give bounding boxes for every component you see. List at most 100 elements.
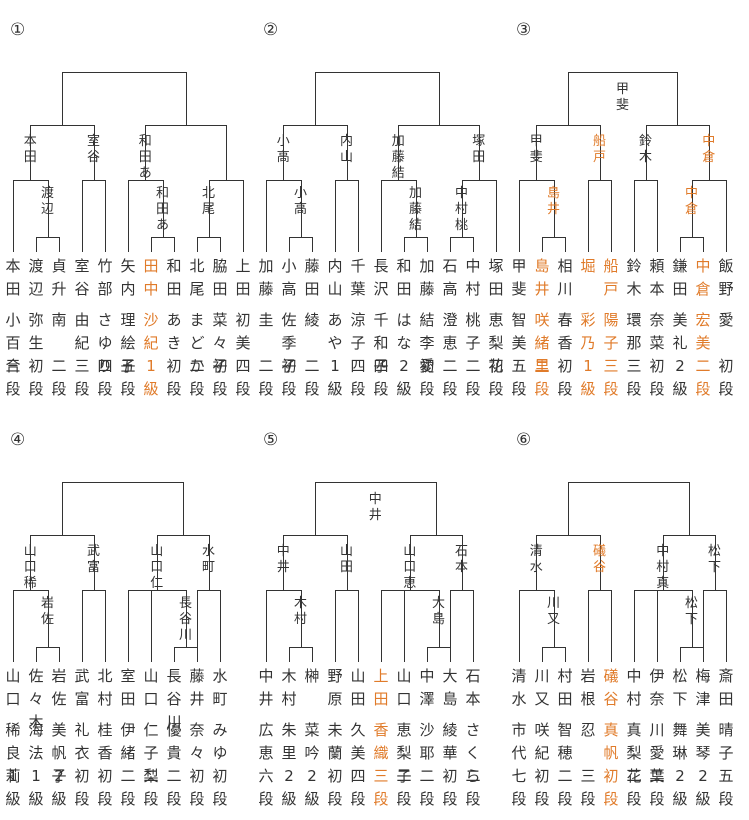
bracket-line — [145, 125, 227, 126]
bracket-line — [404, 237, 428, 238]
player-given-name: 千 和 子 — [373, 311, 389, 375]
quarterfinal-winner: 本 田 — [23, 134, 37, 165]
bracket-line — [726, 590, 727, 662]
bracket-line — [314, 72, 440, 73]
player-given-name: 綾 華 — [442, 721, 458, 762]
player-given-name: 恵 梨 子 — [396, 721, 412, 785]
bracket-line — [82, 180, 83, 252]
player-rank: 初 段 — [97, 767, 113, 808]
round1-winner: 小 高 — [293, 186, 307, 217]
player-given-name: 晴 子 — [718, 721, 734, 762]
bracket-line — [105, 590, 106, 662]
bracket-line — [680, 237, 681, 252]
bracket-line — [30, 125, 32, 180]
player-given-name: 仁 子 梨 — [143, 721, 159, 785]
player-rank: 1 級 — [580, 357, 596, 398]
bracket-number: ⑤ — [263, 430, 279, 450]
round1-winner: 松 下 — [684, 596, 698, 627]
player-rank: 二 段 — [465, 357, 481, 398]
player-given-name: 宏 美 — [695, 311, 711, 352]
player-given-name: 桂 香 — [97, 721, 113, 762]
player-surname: 武 富 — [74, 667, 90, 708]
player-given-name: 舞 琳 — [672, 721, 688, 762]
bracket-line — [13, 180, 14, 252]
player-surname: 村 田 — [557, 667, 573, 708]
bracket-line — [461, 180, 497, 181]
quarterfinal-winner: 水 町 — [201, 544, 215, 575]
player-rank: 初 段 — [281, 357, 297, 398]
quarterfinal-winner: 甲 斐 — [529, 134, 543, 165]
bracket-6: ⑥ 清 水市 代七 段 川 又咲 紀初 段 村 田智 穂二 段 岩 根忍三 段 礒 谷真 … — [506, 410, 749, 820]
bracket-line — [266, 590, 267, 662]
bracket-number: ③ — [516, 20, 532, 40]
bracket-line — [36, 647, 60, 648]
player-rank: 六 段 — [258, 767, 274, 808]
bracket-line — [565, 647, 566, 662]
player-given-name: 春 香 — [557, 311, 573, 352]
player-surname: 本 田 — [5, 257, 21, 298]
player-rank: 二 段 — [465, 767, 481, 808]
bracket-line — [358, 590, 359, 662]
player-surname: 佐 々 木 — [28, 667, 44, 731]
bracket-line — [105, 180, 106, 252]
bracket-line — [13, 590, 14, 662]
player-surname: 北 村 — [97, 667, 113, 708]
bracket-line — [450, 237, 474, 238]
player-rank: 2 級 — [281, 767, 297, 808]
bracket-line — [243, 180, 244, 252]
bracket-line — [185, 590, 187, 647]
bracket-line — [197, 237, 221, 238]
bracket-line — [450, 590, 451, 662]
bracket-line — [519, 180, 520, 252]
player-rank: 二 段 — [396, 767, 412, 808]
bracket-3: ③ 甲 斐智 美五 段 島 井咲 緒 里二 段 相 川春 香初 段 堀彩 乃 1 級 船 戸… — [506, 0, 749, 410]
bracket-line — [300, 180, 302, 237]
player-surname: 鈴 木 — [626, 257, 642, 298]
player-given-name: あ き — [166, 311, 182, 352]
bracket-line — [151, 590, 152, 662]
player-rank: 初 段 — [557, 357, 573, 398]
bracket-line — [36, 237, 37, 252]
player-given-name: 美 礼 — [672, 311, 688, 352]
bracket-line — [335, 180, 359, 181]
bracket-2: ② 加 藤圭二 段 小 高佐 季 子初 段 藤 田綾二 段 内 山あ や 1 級 千 葉涼 … — [253, 0, 503, 410]
round1-winner: 木 村 — [293, 596, 307, 627]
player-surname: 木 村 — [281, 667, 297, 708]
player-rank: 2 級 — [51, 767, 67, 808]
bracket-line — [266, 180, 267, 252]
bracket-line — [599, 125, 601, 180]
bracket-line — [59, 647, 60, 662]
player-rank: 五 段 — [511, 357, 527, 398]
player-given-name: 伊 緒 — [120, 721, 136, 762]
player-given-name: 奈 々 — [189, 721, 205, 762]
bracket-line — [13, 590, 49, 591]
bracket-line — [30, 125, 95, 126]
bracket-line — [185, 72, 187, 125]
player-given-name: 咲 緒 里 — [534, 311, 550, 375]
bracket-line — [567, 482, 569, 535]
player-given-name: 海 法 — [28, 721, 44, 762]
player-rank: 二 段 — [258, 357, 274, 398]
bracket-line — [536, 535, 601, 536]
player-surname: 中 村 — [465, 257, 481, 298]
player-rank: 三 段 — [74, 357, 90, 398]
bracket-line — [128, 180, 164, 181]
player-given-name: 桃 子 — [465, 311, 481, 352]
bracket-line — [553, 180, 555, 237]
bracket-line — [634, 180, 635, 252]
player-rank: 初 段 — [603, 767, 619, 808]
bracket-line — [496, 180, 497, 252]
player-rank: 初 段 — [212, 357, 228, 398]
bracket-number: ④ — [10, 430, 26, 450]
bracket-line — [691, 590, 693, 647]
player-given-name: 菜 吟 — [304, 721, 320, 762]
bracket-line — [450, 590, 474, 591]
player-given-name: 市 代 — [511, 721, 527, 762]
player-surname: 岩 佐 — [51, 667, 67, 708]
bracket-line — [283, 125, 348, 126]
player-surname: 北 尾 — [189, 257, 205, 298]
player-rank: 初 段 — [28, 357, 44, 398]
bracket-line — [634, 590, 635, 662]
player-given-name: 美 琴 — [695, 721, 711, 762]
bracket-line — [283, 125, 285, 180]
